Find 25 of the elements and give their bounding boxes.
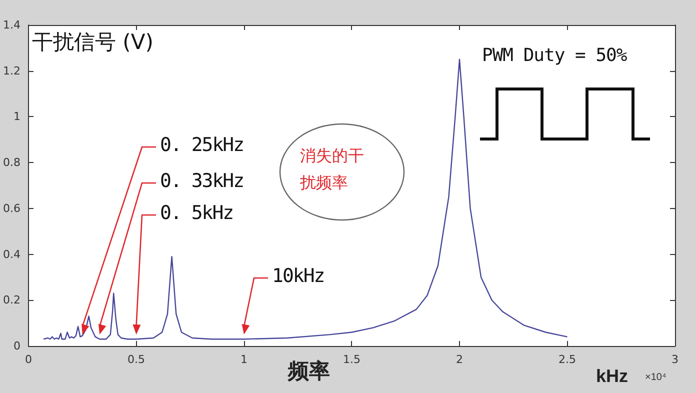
y-tick-label: 0	[13, 340, 20, 352]
annotation: 0. 5kHz	[160, 202, 234, 224]
y-tick-label: 1	[13, 110, 20, 124]
y-axis-title: 干扰信号 (V)	[32, 29, 154, 56]
text: ×10⁴	[645, 372, 666, 383]
annotation: 0. 33kHz	[160, 170, 244, 192]
annotation: 0. 25kHz	[160, 134, 244, 156]
y-tick-label: 1.2	[2, 64, 20, 78]
annotation: PWM Duty = 50%	[482, 45, 627, 66]
y-tick-label: 0.4	[2, 248, 20, 261]
x-tick-label: 2.5	[558, 353, 576, 366]
x-tick-label: 1	[240, 353, 248, 366]
x-tick-label: 1.5	[342, 353, 360, 366]
x-tick-label: 0.5	[127, 353, 145, 366]
y-tick-label: 1.4	[2, 18, 20, 32]
y-tick-label: 0.2	[2, 294, 20, 307]
text: kHz	[596, 366, 628, 387]
x-axis-title: 频率	[288, 358, 330, 385]
y-tick-label: 0.8	[2, 156, 20, 170]
annotation: 消失的干扰频率	[300, 145, 365, 194]
x-tick-label: 2	[456, 353, 463, 366]
y-tick-label: 0.6	[2, 202, 20, 215]
x-tick-label: 0	[24, 353, 32, 366]
annotation: 10kHz	[272, 265, 324, 287]
x-tick-label: 3	[672, 353, 678, 366]
